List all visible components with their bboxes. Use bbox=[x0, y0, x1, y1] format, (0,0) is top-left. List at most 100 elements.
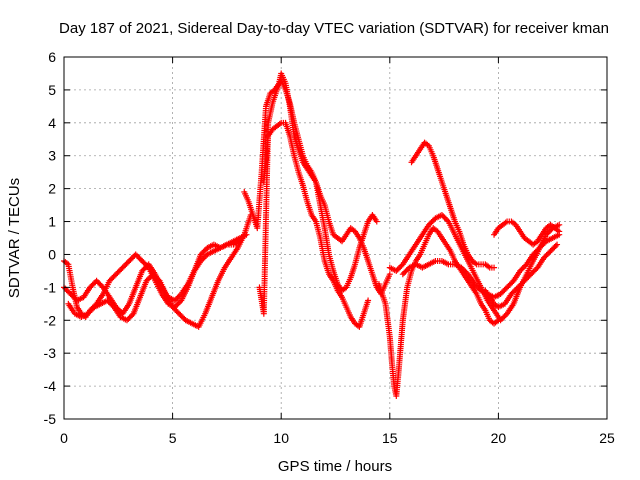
data-point bbox=[123, 260, 130, 267]
data-point bbox=[178, 313, 185, 320]
data-point bbox=[522, 276, 529, 283]
data-point bbox=[119, 264, 126, 271]
data-point bbox=[133, 252, 140, 259]
data-point bbox=[532, 248, 539, 255]
data-point bbox=[176, 298, 183, 305]
data-point bbox=[84, 310, 91, 317]
data-point bbox=[500, 288, 507, 295]
data-point bbox=[459, 265, 466, 272]
data-point bbox=[86, 309, 93, 316]
data-point bbox=[173, 296, 180, 303]
data-point bbox=[107, 300, 114, 307]
data-point bbox=[365, 297, 372, 304]
series-trace-12 bbox=[482, 241, 561, 311]
data-point bbox=[373, 218, 380, 225]
data-point bbox=[530, 251, 537, 258]
data-point bbox=[177, 312, 184, 319]
data-points bbox=[61, 70, 563, 399]
data-point bbox=[62, 285, 69, 292]
data-point bbox=[175, 293, 182, 300]
data-point bbox=[526, 272, 533, 279]
y-tick-label: 2 bbox=[48, 181, 56, 197]
data-point bbox=[200, 255, 207, 262]
data-point bbox=[66, 289, 73, 296]
data-point bbox=[497, 290, 504, 297]
y-tick-label: 4 bbox=[48, 115, 56, 131]
data-point bbox=[554, 241, 561, 248]
series-trace-9 bbox=[386, 211, 563, 324]
data-point bbox=[427, 220, 434, 227]
data-point bbox=[174, 294, 181, 301]
x-tick-label: 0 bbox=[60, 430, 68, 446]
data-point bbox=[93, 277, 100, 284]
data-point bbox=[518, 280, 525, 287]
data-point bbox=[146, 275, 153, 282]
data-point bbox=[548, 246, 555, 253]
y-axis-ticks: -5 -4 -3 -2 -1 0 1 2 3 4 5 6 bbox=[44, 49, 607, 427]
data-point bbox=[172, 306, 179, 313]
data-point bbox=[63, 286, 70, 293]
data-point bbox=[106, 277, 113, 284]
data-point bbox=[105, 298, 112, 305]
data-point bbox=[442, 215, 449, 222]
y-tick-label: -4 bbox=[44, 378, 57, 394]
data-point bbox=[386, 271, 393, 278]
data-point bbox=[200, 248, 207, 255]
y-tick-label: -2 bbox=[44, 312, 57, 328]
data-point bbox=[125, 315, 132, 322]
data-point bbox=[425, 221, 432, 228]
data-point bbox=[174, 309, 181, 316]
data-point bbox=[114, 269, 121, 276]
data-point bbox=[441, 214, 448, 221]
data-point bbox=[141, 265, 148, 272]
data-point bbox=[517, 267, 524, 274]
data-point bbox=[135, 254, 142, 261]
data-point bbox=[111, 272, 118, 279]
data-point bbox=[444, 217, 451, 224]
data-point bbox=[70, 293, 77, 300]
data-point bbox=[175, 300, 182, 307]
data-point bbox=[126, 258, 133, 265]
chart-title: Day 187 of 2021, Sidereal Day-to-day VTE… bbox=[59, 20, 609, 37]
data-point bbox=[512, 286, 519, 293]
y-tick-label: -5 bbox=[44, 411, 57, 427]
data-point bbox=[534, 247, 541, 254]
data-point bbox=[137, 256, 144, 263]
data-point bbox=[68, 292, 75, 299]
data-point bbox=[169, 304, 176, 311]
data-point bbox=[152, 273, 159, 280]
data-point bbox=[104, 297, 111, 304]
data-point bbox=[129, 312, 136, 319]
data-point bbox=[517, 281, 524, 288]
data-point bbox=[501, 313, 508, 320]
data-point bbox=[540, 240, 547, 247]
data-point bbox=[124, 259, 131, 266]
data-point bbox=[544, 250, 551, 257]
y-tick-label: 1 bbox=[48, 214, 56, 230]
y-tick-label: 0 bbox=[48, 246, 56, 262]
x-tick-label: 15 bbox=[382, 430, 398, 446]
data-point bbox=[199, 256, 206, 263]
data-point bbox=[547, 248, 554, 255]
data-point bbox=[504, 284, 511, 291]
data-point bbox=[471, 281, 478, 288]
plot-frame bbox=[63, 56, 608, 420]
data-point bbox=[507, 280, 514, 287]
data-point bbox=[541, 254, 548, 261]
x-axis-label: GPS time / hours bbox=[278, 458, 392, 475]
data-point bbox=[505, 283, 512, 290]
data-point bbox=[508, 290, 515, 297]
data-point bbox=[126, 314, 133, 321]
data-point bbox=[150, 271, 157, 278]
data-point bbox=[90, 280, 97, 287]
data-point bbox=[96, 280, 103, 287]
data-point bbox=[201, 247, 208, 254]
data-point bbox=[94, 279, 101, 286]
data-point bbox=[394, 266, 401, 273]
data-point bbox=[428, 219, 435, 226]
series-trace-2 bbox=[61, 238, 243, 317]
data-point bbox=[87, 308, 94, 315]
data-point bbox=[535, 246, 542, 253]
data-point bbox=[440, 213, 447, 220]
data-point bbox=[130, 254, 137, 261]
